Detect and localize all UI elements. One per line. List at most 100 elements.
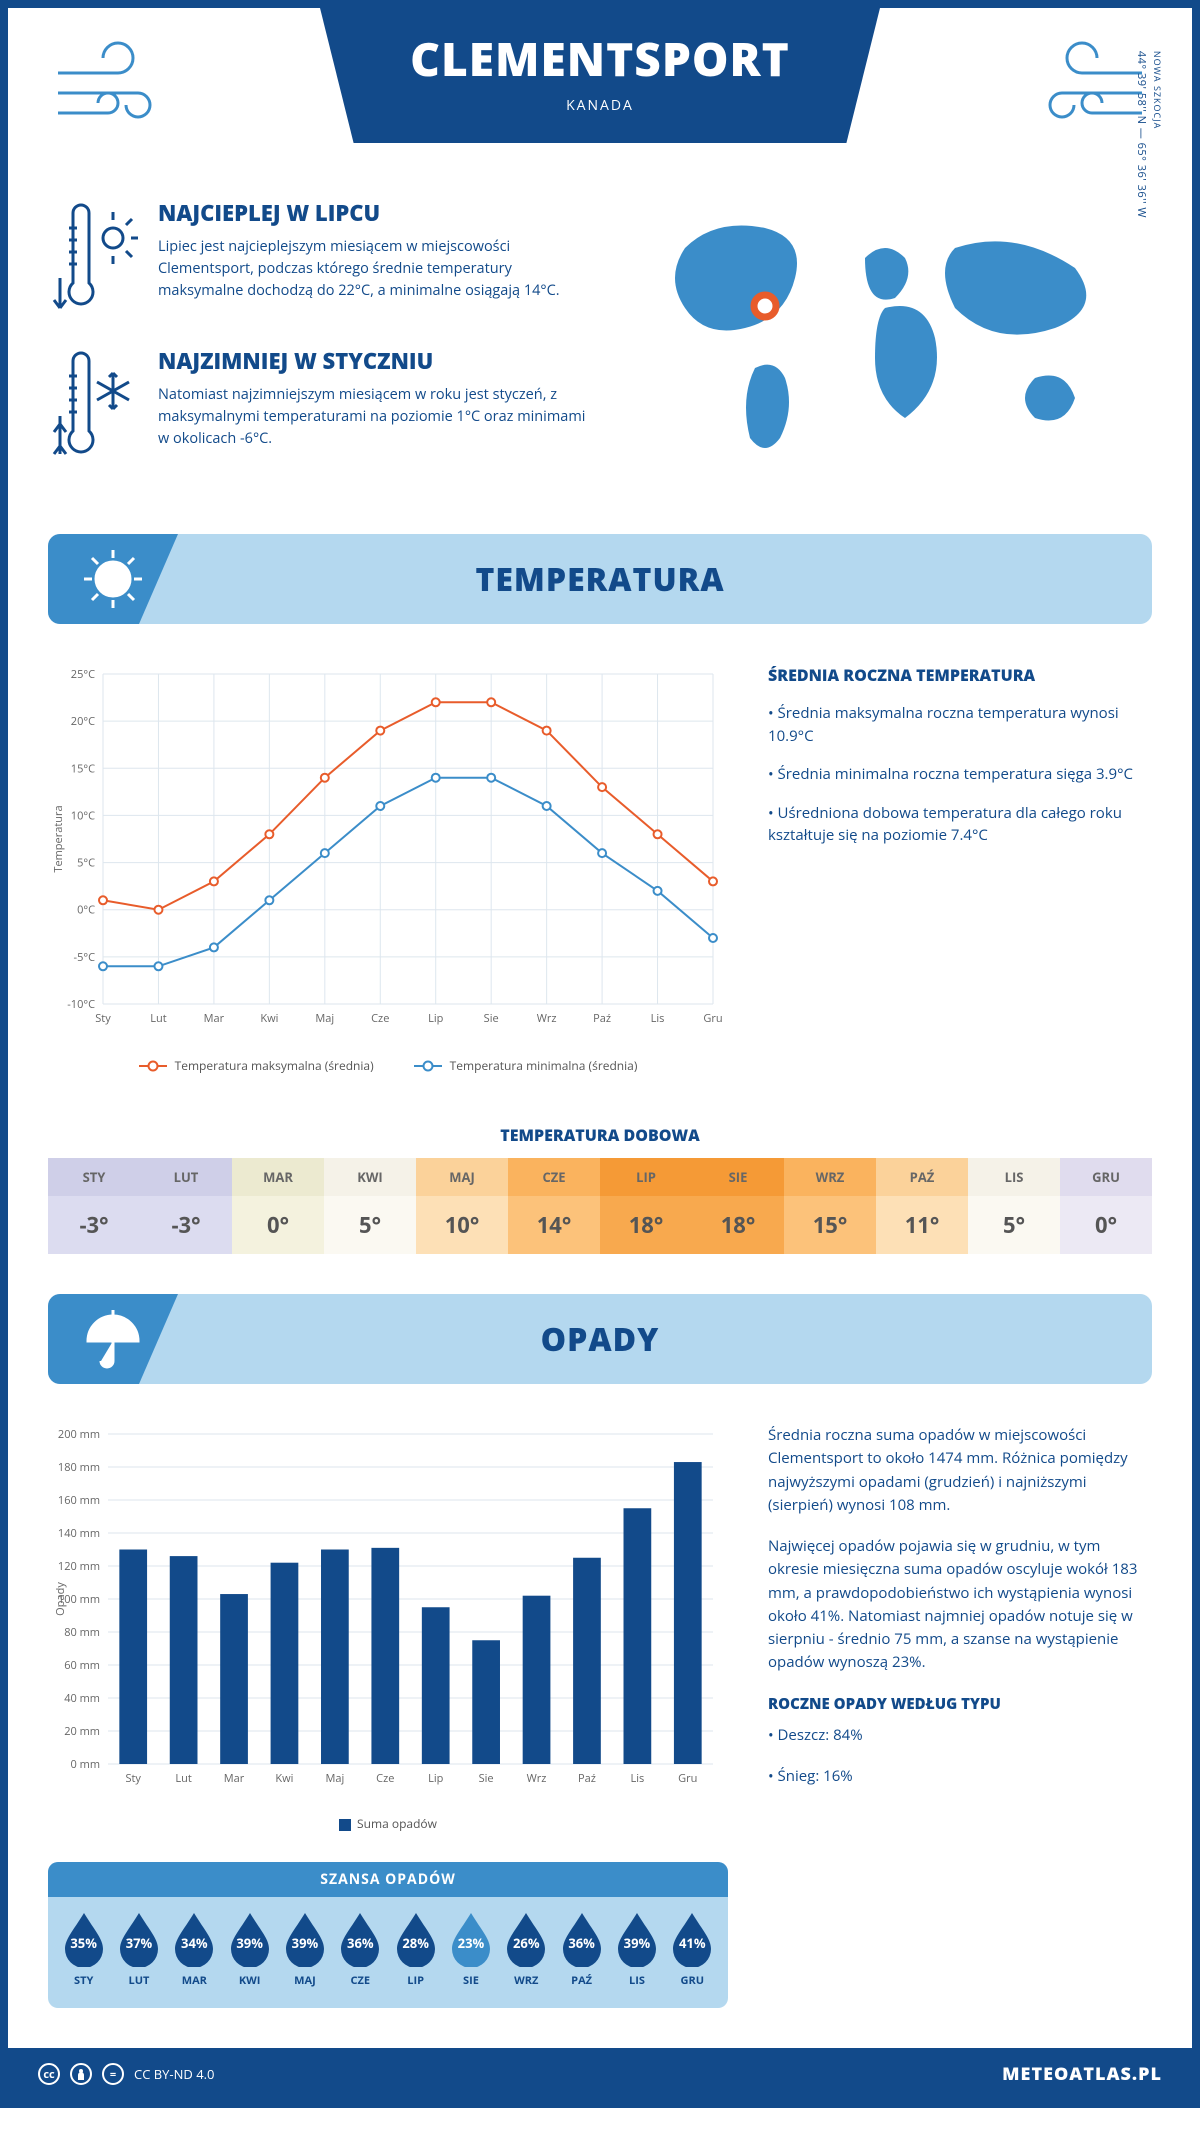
daily-cell: MAJ 10° [416,1158,508,1254]
intro-section: NAJCIEPLEJ W LIPCU Lipiec jest najcieple… [8,188,1192,524]
svg-text:Sty: Sty [95,1011,111,1026]
svg-text:Gru: Gru [678,1771,697,1786]
chance-drop: 23% SIE [443,1911,498,1988]
infographic-frame: CLEMENTSPORT KANADA NAJCIE [0,0,1200,2108]
by-icon [70,2063,92,2085]
daily-cell: LIP 18° [600,1158,692,1254]
svg-text:Cze: Cze [371,1011,389,1026]
daily-cell: KWI 5° [324,1158,416,1254]
temperature-summary: ŚREDNIA ROCZNA TEMPERATURA • Średnia mak… [768,664,1152,1074]
daily-cell: GRU 0° [1060,1158,1152,1254]
svg-text:180 mm: 180 mm [58,1460,100,1475]
svg-text:20 mm: 20 mm [64,1724,100,1739]
coldest-title: NAJZIMNIEJ W STYCZNIU [158,346,588,376]
coords-text: 44° 39' 58'' N — 65° 36' 36'' W [1134,51,1149,218]
chance-drop: 37% LUT [111,1911,166,1988]
svg-text:Kwi: Kwi [275,1771,293,1786]
license-text: CC BY-ND 4.0 [134,2065,214,2083]
chance-drop: 35% STY [56,1911,111,1988]
daily-temp-title: TEMPERATURA DOBOWA [8,1124,1192,1146]
svg-text:Lut: Lut [175,1771,191,1786]
chance-drop: 36% CZE [333,1911,388,1988]
svg-text:5°C: 5°C [77,856,95,871]
svg-text:80 mm: 80 mm [64,1625,100,1640]
svg-text:Lis: Lis [651,1011,665,1026]
svg-text:40 mm: 40 mm [64,1691,100,1706]
world-map-icon [618,198,1152,478]
precip-p2: Najwięcej opadów pojawia się w grudniu, … [768,1535,1152,1675]
svg-text:Sie: Sie [484,1011,499,1026]
daily-cell: PAŹ 11° [876,1158,968,1254]
precip-type-title: ROCZNE OPADY WEDŁUG TYPU [768,1693,1152,1716]
chance-drop: 26% WRZ [499,1911,554,1988]
temp-summary-p2: • Średnia minimalna roczna temperatura s… [768,763,1152,786]
svg-text:140 mm: 140 mm [58,1526,100,1541]
svg-text:Lut: Lut [150,1011,166,1026]
temp-summary-p1: • Średnia maksymalna roczna temperatura … [768,702,1152,747]
temperature-banner: TEMPERATURA [48,534,1152,624]
coordinates: NOWA SZKOCJA 44° 39' 58'' N — 65° 36' 36… [1134,51,1164,218]
svg-text:Wrz: Wrz [537,1011,557,1026]
chance-drop: 39% LIS [609,1911,664,1988]
svg-text:Lip: Lip [428,1011,444,1026]
daily-cell: STY -3° [48,1158,140,1254]
hottest-body: Lipiec jest najcieplejszym miesiącem w m… [158,236,588,301]
svg-text:15°C: 15°C [71,761,95,776]
title-banner: CLEMENTSPORT KANADA [320,8,880,143]
temp-legend: Temperatura maksymalna (średnia) Tempera… [48,1057,728,1074]
svg-text:Wrz: Wrz [527,1771,547,1786]
precip-legend-label: Suma opadów [357,1815,437,1832]
svg-text:Temperatura: Temperatura [51,805,66,872]
daily-cell: LUT -3° [140,1158,232,1254]
legend-min-label: Temperatura minimalna (średnia) [450,1057,638,1074]
svg-text:Lip: Lip [428,1771,444,1786]
precipitation-banner: OPADY [48,1294,1152,1384]
region-label: NOWA SZKOCJA [1151,51,1164,218]
chance-drop: 34% MAR [167,1911,222,1988]
coldest-fact: NAJZIMNIEJ W STYCZNIU Natomiast najzimni… [48,346,588,466]
daily-cell: LIS 5° [968,1158,1060,1254]
svg-text:Maj: Maj [315,1011,334,1026]
precipitation-heading: OPADY [541,1318,660,1361]
hottest-title: NAJCIEPLEJ W LIPCU [158,198,588,228]
svg-text:-10°C: -10°C [67,997,95,1012]
nd-icon: = [102,2063,124,2085]
legend-max-label: Temperatura maksymalna (średnia) [175,1057,374,1074]
temperature-heading: TEMPERATURA [475,558,724,601]
chance-title: SZANSA OPADÓW [48,1862,728,1897]
temperature-chart: -10°C-5°C0°C5°C10°C15°C20°C25°CStyLutMar… [48,664,728,1074]
svg-text:120 mm: 120 mm [58,1559,100,1574]
daily-cell: SIE 18° [692,1158,784,1254]
daily-cell: CZE 14° [508,1158,600,1254]
svg-text:Sie: Sie [479,1771,494,1786]
svg-text:-5°C: -5°C [74,950,96,965]
precip-p1: Średnia roczna suma opadów w miejscowośc… [768,1424,1152,1517]
svg-text:0°C: 0°C [77,903,95,918]
chance-drop: 39% MAJ [277,1911,332,1988]
sun-icon [48,534,178,624]
svg-text:Opady: Opady [53,1582,68,1616]
cc-icon: cc [38,2063,60,2085]
svg-text:0 mm: 0 mm [70,1757,100,1772]
svg-text:20°C: 20°C [71,714,95,729]
temp-summary-p3: • Uśredniona dobowa temperatura dla całe… [768,802,1152,847]
svg-text:25°C: 25°C [71,667,95,682]
chance-drop: 36% PAŹ [554,1911,609,1988]
daily-cell: MAR 0° [232,1158,324,1254]
svg-text:Sty: Sty [125,1771,141,1786]
wind-icon-left [48,38,168,138]
coldest-body: Natomiast najzimniejszym miesiącem w rok… [158,384,588,449]
header: CLEMENTSPORT KANADA [8,8,1192,188]
svg-text:160 mm: 160 mm [58,1493,100,1508]
country-subtitle: KANADA [320,96,880,115]
precipitation-chance-panel: SZANSA OPADÓW 35% STY 37% LUT 34% MAR 39… [48,1862,728,2008]
svg-text:Lis: Lis [630,1771,644,1786]
precipitation-chart: 0 mm20 mm40 mm60 mm80 mm100 mm120 mm140 … [48,1424,728,1832]
svg-text:Cze: Cze [376,1771,394,1786]
license-block: cc = CC BY-ND 4.0 [38,2063,214,2085]
daily-cell: WRZ 15° [784,1158,876,1254]
svg-text:Gru: Gru [703,1011,722,1026]
precip-legend: Suma opadów [48,1815,728,1832]
chance-drop: 28% LIP [388,1911,443,1988]
svg-text:Maj: Maj [325,1771,344,1786]
